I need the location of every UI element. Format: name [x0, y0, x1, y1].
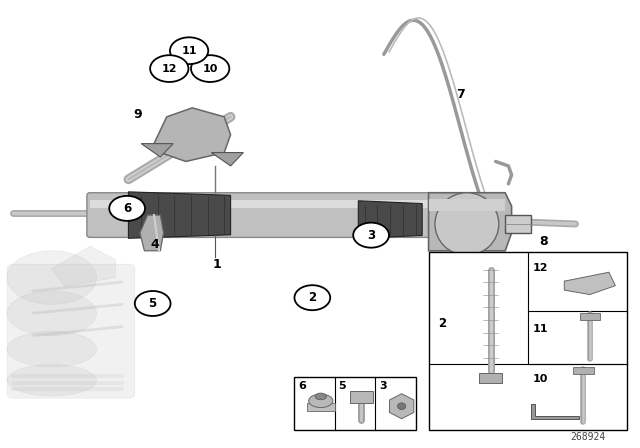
FancyBboxPatch shape [429, 199, 505, 211]
Ellipse shape [7, 365, 97, 396]
Polygon shape [358, 201, 422, 238]
Text: 7: 7 [456, 88, 465, 101]
Text: 10: 10 [202, 64, 218, 73]
Ellipse shape [435, 193, 499, 255]
Ellipse shape [308, 394, 333, 408]
FancyBboxPatch shape [573, 367, 594, 374]
Polygon shape [129, 192, 230, 238]
Text: 8: 8 [540, 235, 548, 248]
Text: 268924: 268924 [571, 432, 606, 443]
Polygon shape [52, 246, 116, 287]
FancyBboxPatch shape [294, 377, 416, 431]
Polygon shape [140, 215, 164, 251]
Polygon shape [154, 108, 230, 161]
Polygon shape [505, 215, 531, 233]
Text: 11: 11 [532, 323, 548, 333]
Text: 6: 6 [123, 202, 131, 215]
Text: 12: 12 [161, 64, 177, 73]
Circle shape [150, 55, 188, 82]
Text: 3: 3 [379, 381, 387, 392]
Ellipse shape [7, 331, 97, 367]
Polygon shape [531, 404, 579, 419]
Circle shape [170, 37, 208, 64]
FancyBboxPatch shape [307, 403, 335, 411]
FancyBboxPatch shape [580, 313, 600, 320]
Ellipse shape [7, 291, 97, 336]
Text: 4: 4 [151, 237, 159, 250]
Polygon shape [564, 272, 615, 295]
Circle shape [135, 291, 171, 316]
Text: 5: 5 [339, 381, 346, 392]
Polygon shape [390, 394, 414, 419]
FancyBboxPatch shape [349, 392, 372, 403]
Polygon shape [211, 152, 243, 166]
Text: 6: 6 [298, 381, 306, 392]
Circle shape [294, 285, 330, 310]
FancyBboxPatch shape [7, 264, 135, 398]
Text: 2: 2 [438, 317, 447, 330]
Circle shape [109, 196, 145, 221]
FancyBboxPatch shape [479, 373, 502, 383]
Text: 11: 11 [181, 46, 197, 56]
FancyBboxPatch shape [429, 252, 627, 431]
Ellipse shape [435, 193, 499, 255]
Text: 12: 12 [532, 263, 548, 273]
Circle shape [191, 55, 229, 82]
FancyBboxPatch shape [90, 200, 486, 208]
Ellipse shape [315, 393, 326, 400]
Circle shape [353, 223, 389, 248]
Ellipse shape [397, 403, 406, 409]
Polygon shape [429, 193, 511, 251]
Polygon shape [141, 144, 173, 157]
Text: 10: 10 [532, 375, 548, 384]
Text: 3: 3 [367, 228, 375, 241]
FancyBboxPatch shape [87, 193, 489, 237]
Text: 2: 2 [308, 291, 316, 304]
Text: 1: 1 [212, 258, 221, 271]
Ellipse shape [7, 251, 97, 304]
Text: 5: 5 [148, 297, 157, 310]
Text: 9: 9 [134, 108, 142, 121]
